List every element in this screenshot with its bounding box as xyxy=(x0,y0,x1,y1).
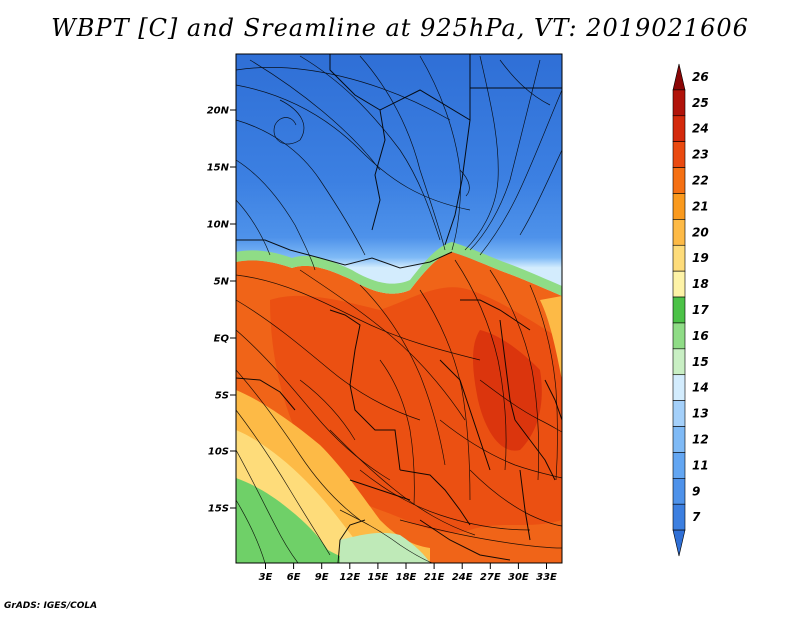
colorbar-swatch xyxy=(672,400,686,427)
lon-label: 15E xyxy=(368,572,389,583)
colorbar-swatch xyxy=(672,244,686,272)
lon-label: 21E xyxy=(424,572,445,583)
colorbar-swatch xyxy=(672,167,686,194)
colorbar-label: 15 xyxy=(692,355,709,369)
colorbar: 26 25 24 23 22 21 20 19 18 17 16 15 14 13 12 11 9 7 xyxy=(672,63,709,557)
colorbar-label: 24 xyxy=(692,122,709,136)
colorbar-swatch xyxy=(672,141,686,168)
colorbar-label: 14 xyxy=(692,381,709,395)
lat-label: 5S xyxy=(215,391,229,402)
lon-label: 9E xyxy=(315,572,329,583)
colorbar-label: 17 xyxy=(692,303,709,317)
colorbar-swatch xyxy=(672,89,686,117)
colorbar-label: 9 xyxy=(692,484,700,498)
lon-label: 33E xyxy=(536,572,557,583)
lon-label: 12E xyxy=(339,572,360,583)
colorbar-swatch xyxy=(672,115,686,142)
colorbar-swatch xyxy=(672,478,686,505)
lon-label: 18E xyxy=(396,572,417,583)
lat-label: 10S xyxy=(208,447,229,458)
colorbar-swatch xyxy=(672,452,686,479)
colorbar-label: 23 xyxy=(692,148,709,162)
lon-label: 6E xyxy=(287,572,301,583)
map-title: WBPT [C] and Sreamline at 925hPa, VT: 20… xyxy=(51,14,749,42)
colorbar-label: 20 xyxy=(692,225,709,239)
colorbar-label: 16 xyxy=(692,329,709,343)
colorbar-label: 19 xyxy=(692,251,709,265)
colorbar-label: 11 xyxy=(692,458,709,472)
colorbar-swatch xyxy=(672,426,686,453)
green-fringe xyxy=(236,242,562,296)
colorbar-label: 18 xyxy=(692,277,709,291)
green-light xyxy=(340,532,430,563)
wbpt-field xyxy=(236,54,562,563)
lat-label: 5N xyxy=(214,277,230,288)
latitude-axis: 20N 15N 10N 5N EQ 5S 10S 15S xyxy=(207,106,236,515)
colorbar-swatch xyxy=(672,322,686,350)
colorbar-swatch xyxy=(672,503,686,531)
lat-label: 10N xyxy=(207,220,230,231)
colorbar-swatch xyxy=(672,219,686,246)
lon-label: 30E xyxy=(508,572,529,583)
colorbar-swatch xyxy=(672,374,686,401)
lat-label: 15N xyxy=(207,163,230,174)
lat-label: EQ xyxy=(214,334,230,345)
colorbar-label: 13 xyxy=(692,407,709,421)
colorbar-label: 7 xyxy=(692,510,701,524)
colorbar-label: 12 xyxy=(692,432,709,446)
colorbar-swatch xyxy=(672,348,686,376)
colorbar-swatch xyxy=(672,193,686,220)
colorbar-bottom-arrow xyxy=(672,529,686,557)
green-region xyxy=(236,478,360,563)
colorbar-swatch xyxy=(672,270,686,298)
red-patches xyxy=(473,330,542,451)
colorbar-swatch xyxy=(672,296,686,324)
lon-label: 27E xyxy=(480,572,501,583)
longitude-axis: 3E 6E 9E 12E 15E 18E 21E 24E 27E 30E 33E xyxy=(259,563,557,583)
colorbar-label: 21 xyxy=(692,199,709,213)
grads-credit: GrADS: IGES/COLA xyxy=(4,601,98,611)
east-strip xyxy=(540,296,562,380)
streamlines xyxy=(236,55,562,563)
colorbar-label: 22 xyxy=(692,174,709,188)
lat-label: 15S xyxy=(208,504,229,515)
country-borders xyxy=(236,54,562,563)
colorbar-label: 25 xyxy=(692,96,709,110)
colorbar-label: 26 xyxy=(692,70,709,84)
map-frame xyxy=(235,53,563,564)
lon-label: 24E xyxy=(452,572,473,583)
colorbar-top-arrow xyxy=(672,63,686,91)
lat-label: 20N xyxy=(207,106,230,117)
lon-label: 3E xyxy=(259,572,273,583)
